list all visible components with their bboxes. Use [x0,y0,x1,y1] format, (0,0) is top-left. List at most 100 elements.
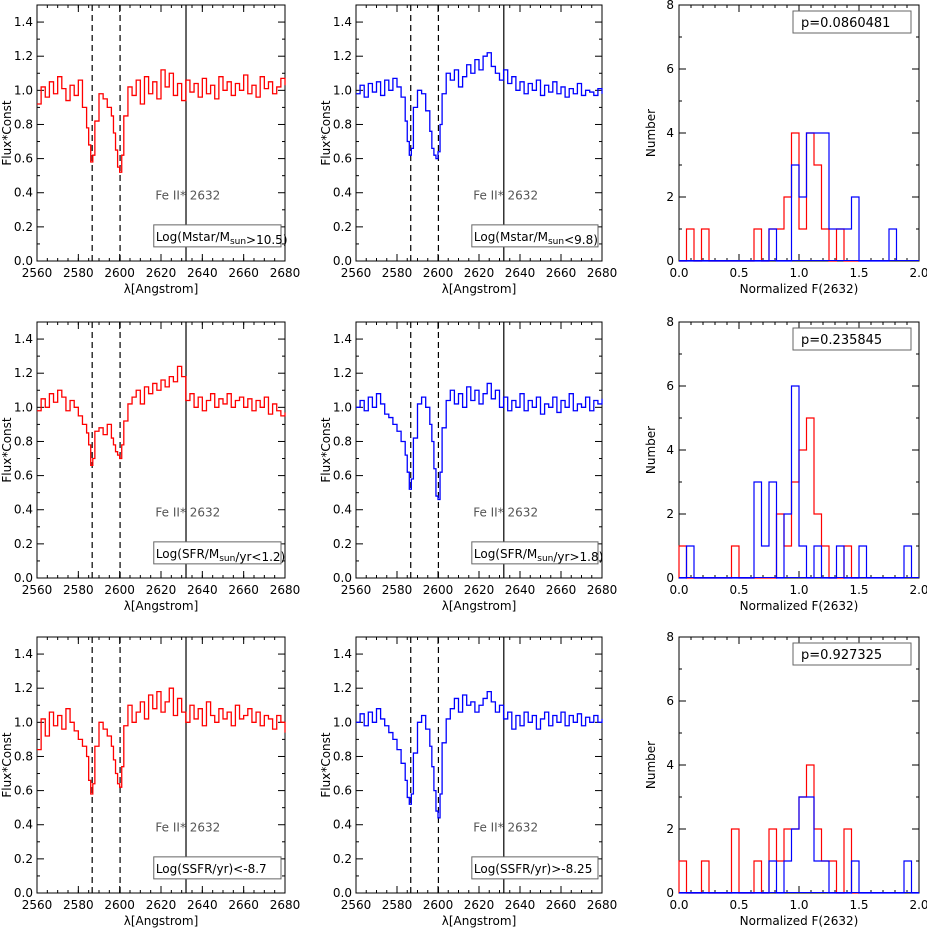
y-tick-label: 0.6 [14,152,33,166]
p-value-box [792,327,912,351]
x-tick-label: 2680 [270,583,301,597]
x-tick-label: 2680 [587,898,618,912]
label-box-text: Log(SFR/Msun/yr>1.8) [474,547,603,564]
y-tick-label: 0 [666,886,674,900]
x-axis-title: λ[Angstrom] [442,914,517,928]
y-tick-label: 0.8 [14,117,33,131]
y-tick-label: 1.2 [333,366,352,380]
y-tick-label: 2 [666,507,674,521]
x-tick-label: 2.0 [909,266,927,280]
y-tick-label: 8 [666,0,674,12]
y-tick-label: 0.2 [14,537,33,551]
y-axis-title: Number [644,426,658,474]
y-tick-label: 4 [666,443,674,457]
y-tick-label: 6 [666,694,674,708]
x-axis-title: λ[Angstrom] [442,282,517,296]
x-tick-label: 2560 [22,898,53,912]
line-annotation: Fe II* 2632 [155,821,220,835]
x-tick-label: 2600 [104,266,135,280]
line-annotation: Fe II* 2632 [473,506,538,520]
x-tick-label: 1.0 [789,583,808,597]
spectrum-axes-frame [36,636,286,894]
x-tick-label: 2660 [228,898,259,912]
y-axis-title: Flux*Const [0,100,14,166]
spectrum-panel-4: 2560 2580 2600 2620 2640 2660 2680 0.0 0.2 0.4 0.6… [319,321,617,613]
y-tick-label: 0.6 [14,784,33,798]
x-tick-label: 1.5 [849,266,868,280]
spectrum-axes-frame [355,4,603,262]
y-tick-label: 1.0 [333,715,352,729]
y-axis-title: Flux*Const [319,100,333,166]
y-tick-label: 6 [666,379,674,393]
y-tick-label: 8 [666,630,674,644]
x-tick-label: 2560 [22,266,53,280]
x-tick-label: 2600 [104,583,135,597]
x-tick-label: 2680 [270,266,301,280]
y-tick-label: 1.2 [14,49,33,63]
x-tick-label: 0.0 [669,266,688,280]
spectrum-axes-frame [355,321,603,579]
y-tick-label: 4 [666,126,674,140]
y-tick-label: 0.6 [333,469,352,483]
label-box-text: Log(SSFR/yr)<-8.7 [156,862,267,876]
y-tick-label: 0.2 [14,220,33,234]
y-tick-label: 1.2 [14,681,33,695]
y-tick-label: 1.4 [333,15,352,29]
x-tick-label: 2620 [146,583,177,597]
x-tick-label: 2560 [341,583,372,597]
y-axis-title: Number [644,741,658,789]
p-value-text: p=0.235845 [801,333,882,348]
label-box-text: Log(Mstar/Msun<9.8) [474,230,598,247]
label-box-text: Log(SFR/Msun/yr<1.2) [156,547,285,564]
hist-axes-frame [678,636,920,894]
x-tick-label: 2680 [587,266,618,280]
x-tick-label: 2660 [546,583,577,597]
x-tick-label: 2660 [228,583,259,597]
x-axis-title: λ[Angstrom] [442,599,517,613]
y-tick-label: 1.4 [333,332,352,346]
y-tick-label: 2 [666,822,674,836]
label-box [471,856,599,880]
spectrum-series-red [37,365,286,467]
histogram-panel-5: 0.0 0.5 1.0 1.5 2.0 0 2 4 6 8 Normalized F(2632) Nu… [644,315,927,613]
y-tick-label: 1.4 [14,332,33,346]
y-tick-label: 0.8 [14,749,33,763]
x-tick-label: 1.5 [849,898,868,912]
spectrum-panel-1: 2560 2580 2600 2620 2640 2660 2680 0.0 0.2 0.4 0.6… [319,4,618,296]
y-tick-label: 1.0 [14,400,33,414]
histogram-series-blue [679,132,898,262]
x-tick-label: 0.5 [729,898,748,912]
x-axis-title: λ[Angstrom] [124,599,199,613]
x-tick-label: 0.5 [729,266,748,280]
y-tick-label: 0.0 [333,571,352,585]
y-tick-label: 0.8 [333,749,352,763]
y-tick-label: 0.4 [14,503,33,517]
x-tick-label: 0.0 [669,898,688,912]
p-value-text: p=0.0860481 [801,16,890,31]
y-tick-label: 0.0 [14,571,33,585]
histogram-panel-8: 0.0 0.5 1.0 1.5 2.0 0 2 4 6 8 Normalized F(2632) Nu… [644,630,927,928]
label-box [153,856,282,880]
label-box [153,541,282,565]
y-tick-label: 1.2 [333,681,352,695]
x-tick-label: 0.0 [669,583,688,597]
spectrum-panel-0: 2560 2580 2600 2620 2640 2660 2680 0.0 0.2 0.4 0.6… [0,4,301,296]
x-tick-label: 2640 [505,898,536,912]
y-axis-title: Flux*Const [319,417,333,483]
spectrum-panel-6: 2560 2580 2600 2620 2640 2660 2680 0.0 0.2 0.4 0.6… [0,636,300,928]
y-tick-label: 1.0 [333,83,352,97]
x-tick-label: 2660 [546,898,577,912]
y-tick-label: 1.4 [14,647,33,661]
y-tick-label: 2 [666,190,674,204]
y-tick-label: 1.0 [333,400,352,414]
x-axis-title: Normalized F(2632) [740,599,859,613]
x-axis-title: λ[Angstrom] [124,282,199,296]
x-tick-label: 2640 [187,583,218,597]
spectrum-panel-3: 2560 2580 2600 2620 2640 2660 2680 0.0 0.2 0.4 0.6… [0,321,301,613]
y-tick-label: 0.4 [14,818,33,832]
x-tick-label: 2580 [382,266,413,280]
x-tick-label: 2560 [22,583,53,597]
p-value-text: p=0.927325 [801,648,882,663]
x-tick-label: 2580 [63,898,94,912]
